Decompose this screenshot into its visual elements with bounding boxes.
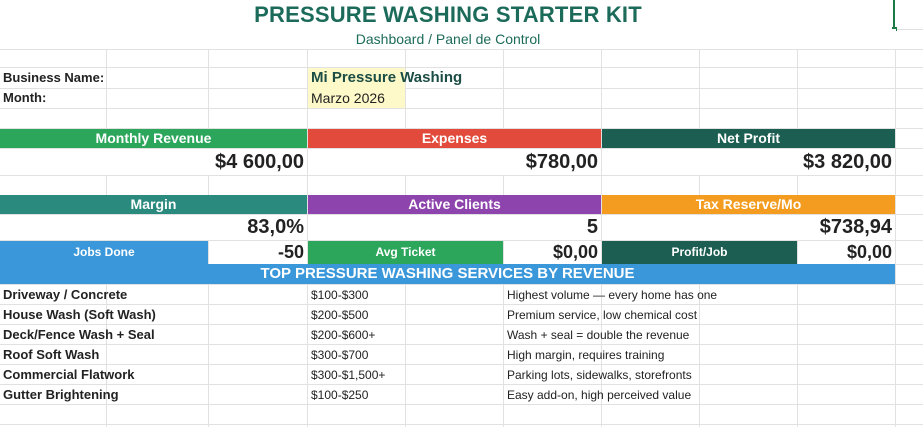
- business-name-input[interactable]: Mi Pressure Washing: [308, 68, 462, 88]
- kpi-header-monthly-revenue[interactable]: Monthly Revenue: [0, 129, 307, 148]
- sheet-title[interactable]: PRESSURE WASHING STARTER KIT: [0, 0, 896, 29]
- service-name[interactable]: House Wash (Soft Wash): [3, 307, 156, 322]
- kpi-header-net-profit[interactable]: Net Profit: [602, 129, 895, 148]
- kpi-header-jobs-done[interactable]: Jobs Done: [0, 241, 208, 264]
- kpi-header-active-clients[interactable]: Active Clients: [308, 195, 601, 214]
- kpi-value-jobs-done[interactable]: -50: [209, 241, 307, 264]
- service-name[interactable]: Driveway / Concrete: [3, 287, 128, 302]
- service-note[interactable]: Wash + seal = double the revenue: [507, 328, 690, 342]
- kpi-value-monthly-revenue[interactable]: $4 600,00: [0, 149, 307, 175]
- service-range[interactable]: $100-$250: [311, 388, 369, 402]
- kpi-header-tax-reserve[interactable]: Tax Reserve/Mo: [602, 195, 895, 214]
- sheet-subtitle[interactable]: Dashboard / Panel de Control: [0, 29, 896, 49]
- service-note[interactable]: Easy add-on, high perceived value: [507, 388, 692, 402]
- kpi-value-net-profit[interactable]: $3 820,00: [602, 149, 895, 175]
- service-name[interactable]: Commercial Flatwork: [3, 367, 135, 382]
- kpi-value-expenses[interactable]: $780,00: [308, 149, 601, 175]
- service-note[interactable]: Premium service, low chemical cost: [507, 308, 698, 322]
- service-note[interactable]: Parking lots, sidewalks, storefronts: [507, 368, 692, 382]
- kpi-header-profit-per-job[interactable]: Profit/Job: [602, 241, 797, 264]
- service-range[interactable]: $300-$1,500+: [311, 368, 386, 382]
- kpi-value-margin[interactable]: 83,0%: [0, 215, 307, 240]
- service-range[interactable]: $100-$300: [311, 288, 369, 302]
- service-range[interactable]: $200-$600+: [311, 328, 376, 342]
- kpi-value-tax-reserve[interactable]: $738,94: [602, 215, 895, 240]
- service-name[interactable]: Deck/Fence Wash + Seal: [3, 327, 155, 342]
- kpi-value-active-clients[interactable]: 5: [308, 215, 601, 240]
- month-label[interactable]: Month:: [3, 90, 47, 105]
- kpi-header-expenses[interactable]: Expenses: [308, 129, 601, 148]
- service-name[interactable]: Roof Soft Wash: [3, 347, 100, 362]
- kpi-header-margin[interactable]: Margin: [0, 195, 307, 214]
- kpi-value-avg-ticket[interactable]: $0,00: [504, 241, 601, 264]
- kpi-value-profit-per-job[interactable]: $0,00: [798, 241, 895, 264]
- kpi-header-avg-ticket[interactable]: Avg Ticket: [308, 241, 503, 264]
- service-note[interactable]: High margin, requires training: [507, 348, 665, 362]
- month-input[interactable]: Marzo 2026: [308, 88, 405, 108]
- services-banner[interactable]: TOP PRESSURE WASHING SERVICES BY REVENUE: [0, 264, 895, 284]
- service-range[interactable]: $200-$500: [311, 308, 369, 322]
- cell-cursor: [893, 0, 895, 29]
- service-name[interactable]: Gutter Brightening: [3, 387, 119, 402]
- business-name-label[interactable]: Business Name:: [3, 70, 105, 85]
- service-range[interactable]: $300-$700: [311, 348, 369, 362]
- service-note[interactable]: Highest volume — every home has one: [507, 288, 718, 302]
